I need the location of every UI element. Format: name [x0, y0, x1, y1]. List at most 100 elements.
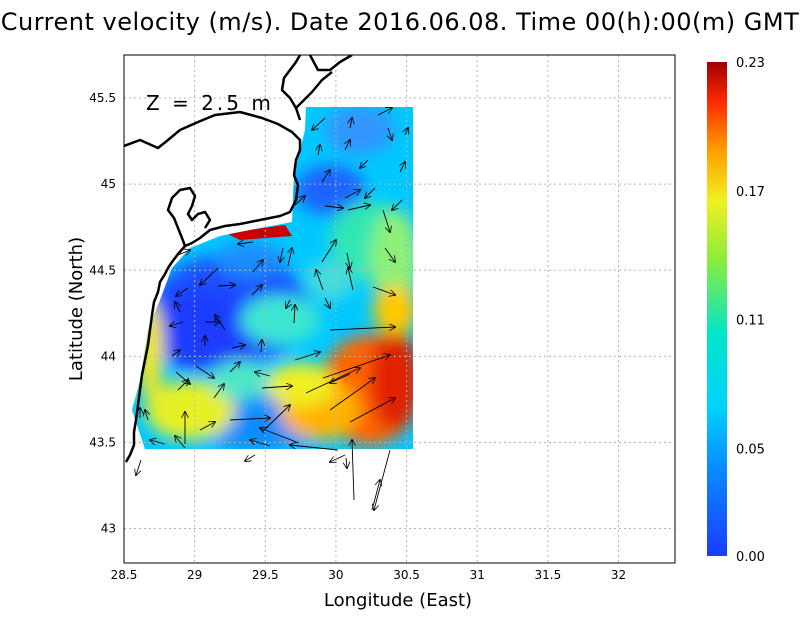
- velocity-arrow: [400, 162, 405, 173]
- velocity-arrow: [238, 242, 254, 244]
- velocity-arrow: [252, 260, 263, 273]
- velocity-arrow: [255, 372, 271, 376]
- velocity-arrow: [288, 248, 292, 267]
- colorbar: [707, 62, 727, 556]
- x-tick-label: 28.5: [111, 568, 138, 582]
- y-tick-label: 44.5: [89, 263, 116, 277]
- velocity-arrow: [330, 454, 346, 462]
- y-axis-label: Latitude (North): [66, 237, 87, 381]
- velocity-arrow: [405, 128, 408, 136]
- velocity-arrow: [321, 170, 330, 183]
- velocity-arrow: [195, 365, 214, 378]
- velocity-arrow: [150, 440, 166, 444]
- velocity-arrows: [136, 108, 408, 510]
- velocity-arrow: [177, 250, 190, 255]
- velocity-arrow: [251, 285, 262, 296]
- x-axis-ticks: 28.5 29 29.5 30 30.5 31 31.5 32: [111, 568, 626, 582]
- x-tick-label: 29.5: [252, 568, 279, 582]
- y-tick-label: 45: [101, 177, 116, 191]
- y-tick-label: 44: [101, 349, 116, 363]
- velocity-arrow: [294, 196, 305, 206]
- velocity-arrow: [200, 267, 219, 285]
- velocity-arrow: [286, 299, 290, 308]
- velocity-arrow: [330, 373, 351, 383]
- velocity-arrow: [360, 159, 369, 168]
- depth-annotation: Z = 2.5 m: [146, 91, 274, 115]
- x-tick-label: 30: [328, 568, 343, 582]
- velocity-arrow: [329, 327, 395, 330]
- colorbar-label: 0.11: [736, 314, 765, 329]
- velocity-arrow: [136, 459, 142, 475]
- colorbar-label: 0.05: [736, 443, 765, 458]
- colorbar-label: 0.00: [736, 550, 765, 565]
- x-tick-label: 31.5: [534, 568, 561, 582]
- x-tick-label: 32: [611, 568, 626, 582]
- velocity-arrow: [229, 362, 240, 373]
- velocity-arrow: [321, 240, 336, 263]
- x-tick-label: 29: [187, 568, 202, 582]
- y-axis-ticks: 43 43.5 44 44.5 45 45.5: [89, 91, 116, 536]
- velocity-arrow: [352, 440, 354, 501]
- y-tick-label: 43.5: [89, 435, 116, 449]
- velocity-arrow: [294, 305, 295, 324]
- velocity-arrow: [350, 118, 352, 129]
- velocity-arrow: [365, 187, 376, 198]
- velocity-arrow: [377, 108, 392, 116]
- velocity-arrow: [384, 247, 395, 262]
- x-tick-label: 30.5: [393, 568, 420, 582]
- velocity-arrow: [215, 315, 226, 331]
- velocity-arrow: [175, 302, 180, 313]
- x-tick-label: 31: [470, 568, 485, 582]
- velocity-arrow: [170, 322, 184, 326]
- velocity-arrow: [312, 117, 326, 130]
- velocity-arrow: [344, 190, 360, 199]
- velocity-arrow: [213, 384, 224, 399]
- velocity-arrow: [349, 398, 395, 423]
- velocity-arrow: [322, 355, 390, 379]
- velocity-field: [132, 107, 413, 449]
- velocity-arrow: [392, 199, 403, 210]
- velocity-arrow: [318, 145, 320, 156]
- velocity-arrow: [171, 350, 180, 356]
- velocity-arrow: [329, 378, 375, 411]
- y-tick-label: 43: [101, 522, 116, 536]
- velocity-arrow: [294, 352, 320, 361]
- velocity-arrow: [250, 440, 271, 447]
- velocity-arrow: [177, 380, 188, 391]
- velocity-arrow: [261, 340, 262, 353]
- velocity-arrow: [199, 422, 215, 431]
- velocity-arrow: [217, 285, 235, 286]
- coastline: [124, 55, 353, 463]
- velocity-arrow: [175, 436, 186, 449]
- velocity-arrow: [176, 287, 189, 296]
- velocity-arrow: [345, 140, 350, 151]
- velocity-arrow: [346, 457, 347, 468]
- velocity-arrow: [372, 286, 395, 295]
- velocity-arrow: [260, 428, 300, 444]
- velocity-arrow: [347, 205, 370, 211]
- y-tick-label: 45.5: [89, 91, 116, 105]
- velocity-arrow: [347, 252, 350, 268]
- velocity-arrow: [261, 386, 292, 388]
- velocity-arrow: [229, 418, 270, 420]
- velocity-arrow: [348, 268, 354, 291]
- velocity-arrow: [374, 449, 391, 510]
- velocity-arrow: [325, 297, 330, 308]
- velocity-arrow: [388, 127, 392, 140]
- colorbar-label: 0.17: [736, 185, 765, 200]
- velocity-arrow: [145, 410, 148, 421]
- velocity-arrow: [382, 209, 390, 232]
- map-title: Current velocity (m/s). Date 2016.06.08.…: [0, 8, 800, 36]
- velocity-arrow: [305, 368, 360, 394]
- velocity-arrow: [371, 480, 380, 511]
- colorbar-labels: 0.00 0.05 0.11 0.17 0.23: [736, 56, 765, 565]
- plot-frame: [123, 54, 676, 564]
- velocity-arrow: [245, 454, 256, 461]
- velocity-arrow: [324, 206, 343, 208]
- colorbar-label: 0.23: [736, 56, 765, 71]
- velocity-arrow: [231, 345, 245, 348]
- velocity-arrow: [290, 445, 339, 451]
- velocity-arrow: [280, 247, 283, 262]
- velocity-arrow: [316, 270, 324, 291]
